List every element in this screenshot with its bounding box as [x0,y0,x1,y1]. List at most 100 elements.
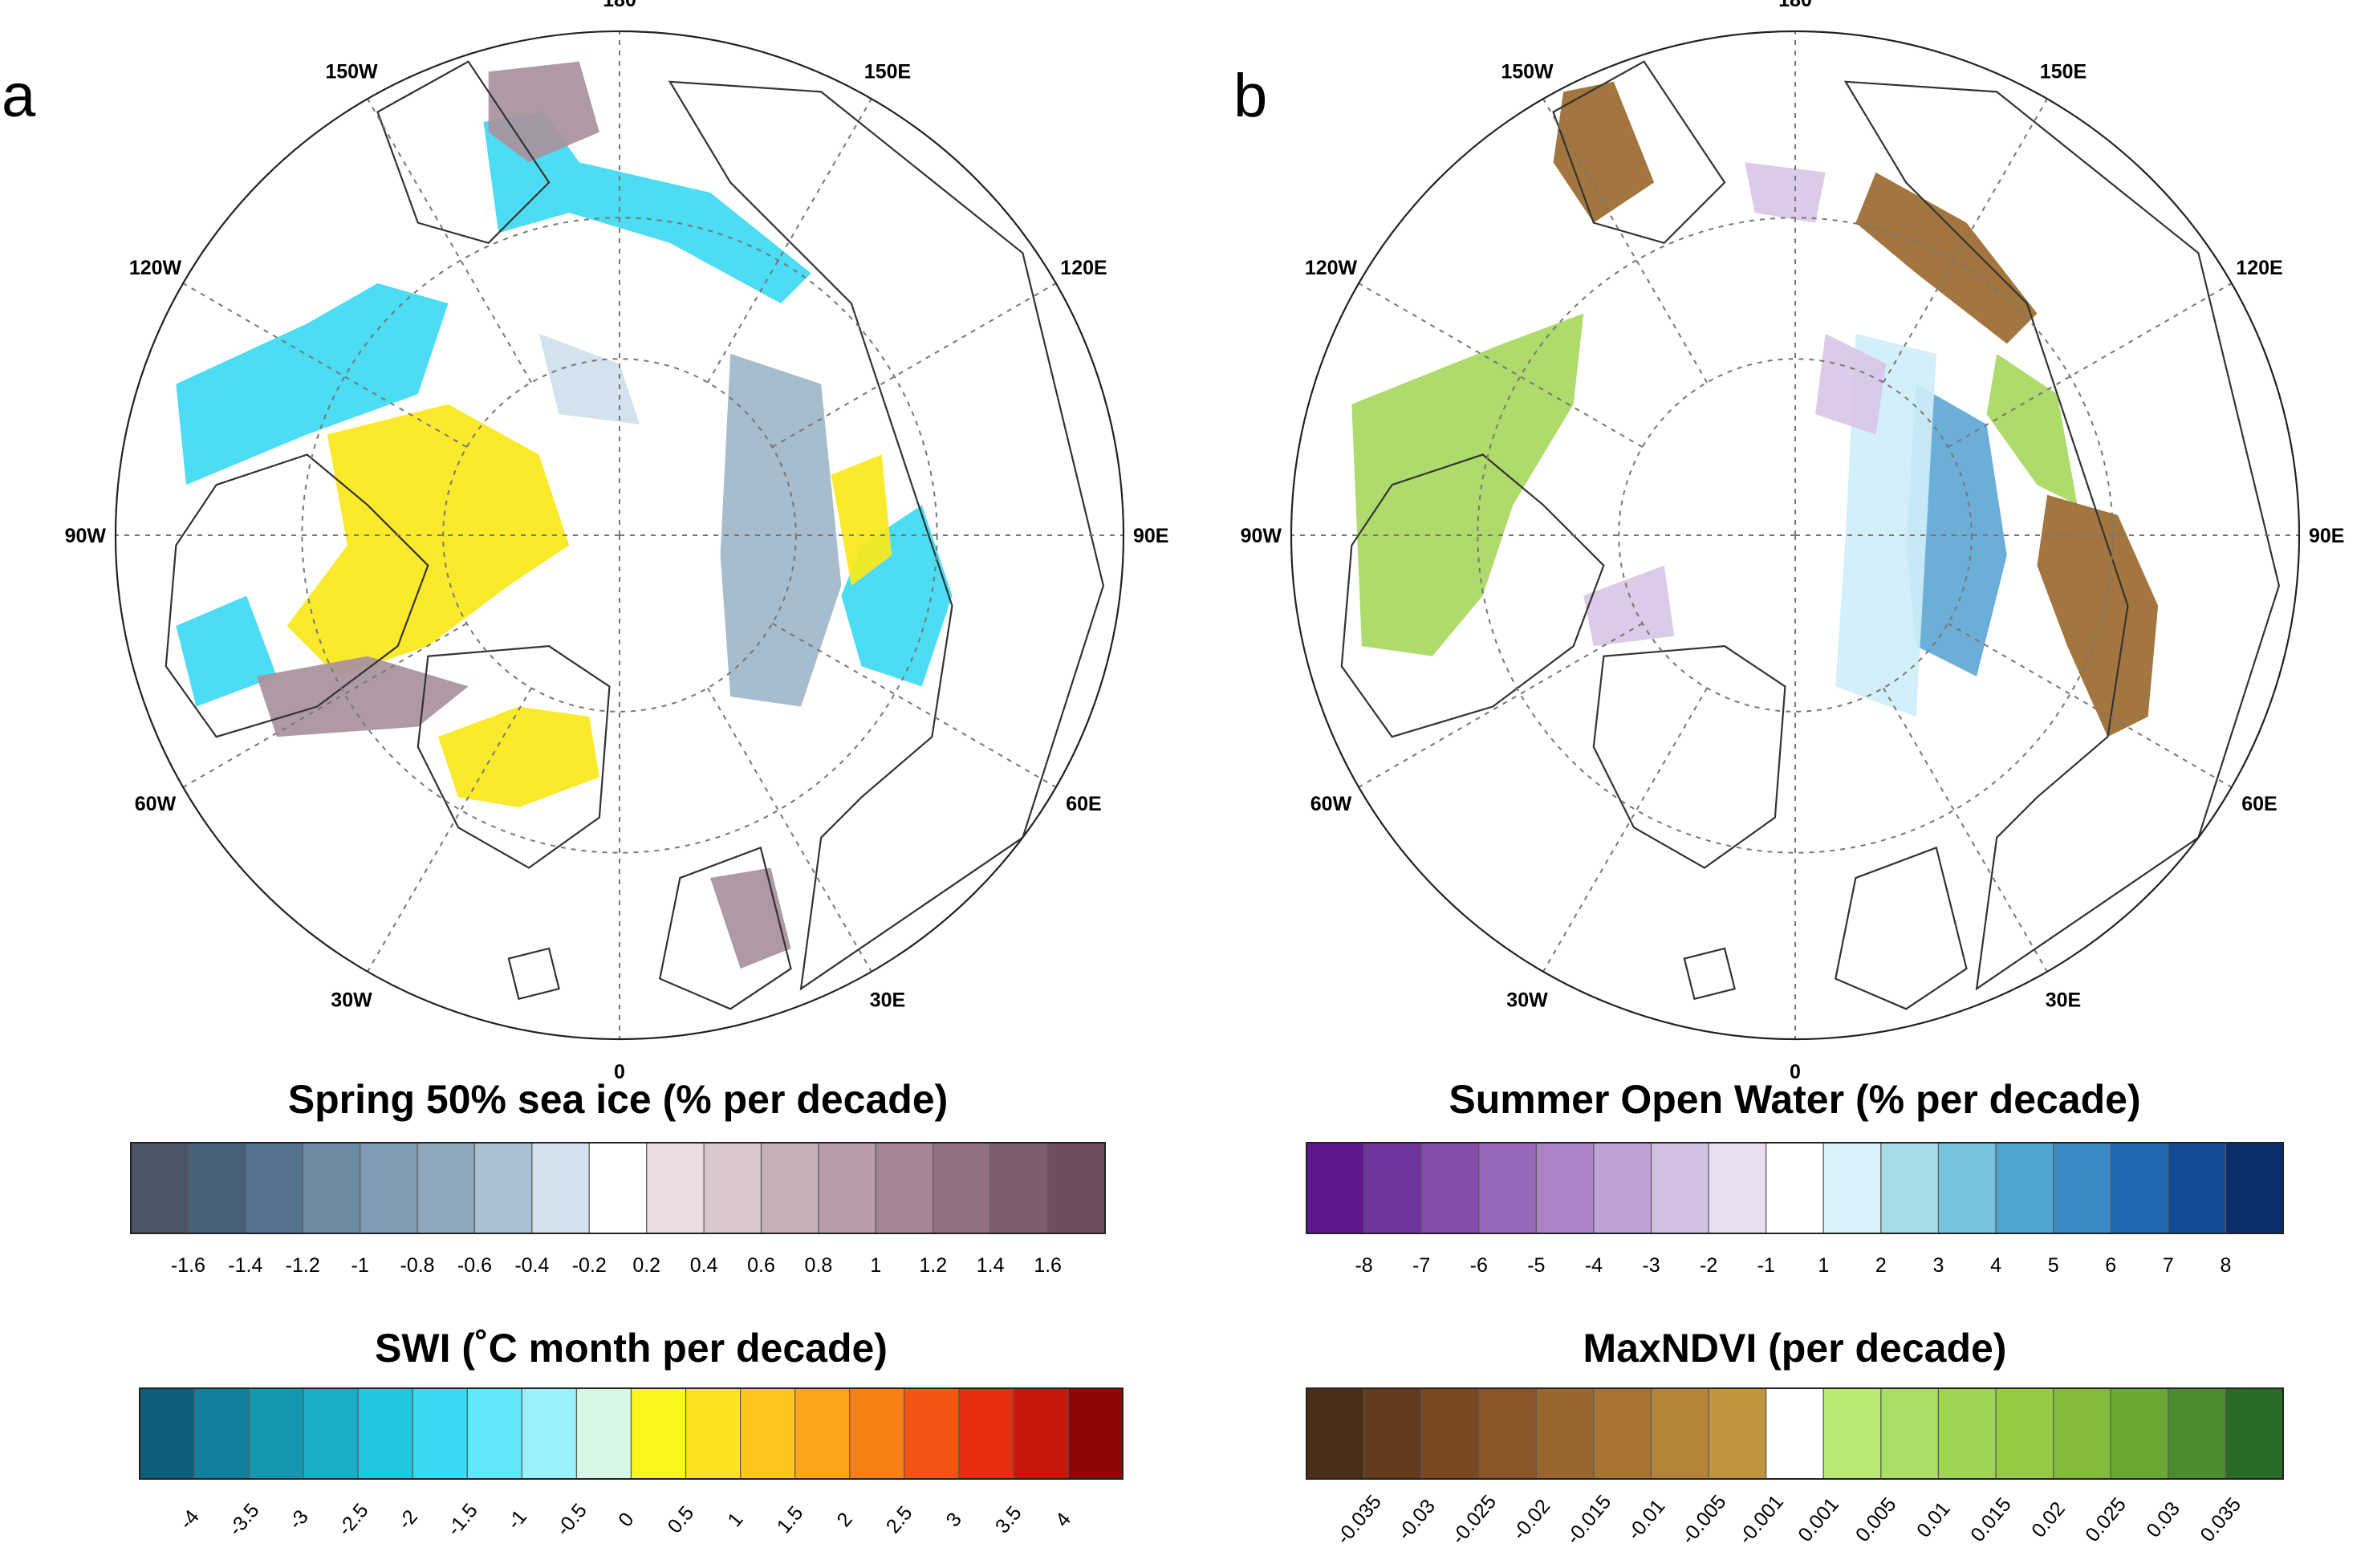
colorbar-swatch [2110,1387,2169,1480]
colorbar-tick-label: 0.02 [2027,1497,2070,1542]
meridian-120 [1947,623,2233,788]
colorbar-swatch [248,1387,304,1480]
colorbar-tick-label: 6 [2105,1254,2116,1277]
colorbar-swatch [933,1142,991,1234]
open-water-gain-kara [1906,384,2007,676]
colorbar-tick-label: -1 [502,1505,531,1533]
colorbar-swatch [1708,1387,1767,1480]
colorbar-tick-label: -0.01 [1623,1495,1669,1545]
colorbar-swatch [416,1142,476,1234]
colorbar-tick-label: 1.4 [977,1254,1005,1277]
colorbar-tick-label: -0.001 [1734,1491,1788,1549]
colorbar-swatch [1937,1142,1997,1234]
longitude-label: 30E [870,989,905,1012]
colorbar-tick-label: 0.001 [1794,1493,1843,1546]
map-content [165,60,1105,1010]
swi-warming-greenland [437,706,599,808]
map-border [1290,30,2301,1041]
colorbar-tick-label: -1.5 [443,1499,482,1540]
colorbar-tick-label: 1.2 [919,1254,947,1277]
colorbar-swatch [989,1142,1049,1234]
colorbar-tick-label: 0.035 [2196,1493,2245,1546]
longitude-label: 90E [2309,525,2344,547]
colorbar-title: Spring 50% sea ice (% per decade) [288,1077,949,1122]
ndvi-browning-siberia [2037,494,2159,737]
colorbar-tick-label: -5 [1527,1254,1545,1277]
colorbar-tick-label: 3 [1933,1254,1944,1277]
colorbar-swatch [958,1387,1014,1480]
colorbar-tick-label: 3.5 [991,1502,1026,1538]
sea-ice-loss-bering [488,61,599,163]
colorbar-tick-label: 2 [832,1509,856,1532]
colorbar-swatch [1650,1387,1709,1480]
meridian-330 [1542,98,1708,384]
meridian-60 [1947,282,2233,448]
ndvi-browning-alaska [1553,81,1655,223]
colorbar-tick-label: 0.6 [747,1254,775,1277]
colorbar-a-1: Spring 50% sea ice (% per decade) -1.6 -1.… [130,1077,1106,1277]
longitude-label: 150E [2040,60,2087,83]
colorbar-tick-label: -0.2 [572,1254,607,1277]
colorbar-tick-label: 4 [1990,1254,2001,1277]
longitude-label: 30E [2046,989,2081,1012]
longitude-label: 60W [1310,793,1352,815]
colorbar-swatch [1420,1387,1480,1480]
colorbar-tick-label: 3 [942,1509,966,1532]
meridian-210 [1542,687,1708,973]
colorbar-swatch [1880,1387,1940,1480]
colorbar-swatch [302,1142,361,1234]
coastline-iceland [507,947,560,1001]
colorbar-swatch [1995,1142,2054,1234]
longitude-label: 120W [1305,257,1358,279]
ndvi-browning-chukotka [1855,172,2038,344]
colorbar-swatch [1478,1387,1537,1480]
colorbar-swatch [139,1387,195,1480]
colorbar-swatch [130,1142,189,1234]
meridian-330 [367,98,532,384]
longitude-label: 30W [1506,989,1548,1012]
longitude-label: 90E [1133,525,1168,547]
colorbar-swatch [818,1142,876,1234]
colorbar-tick-label: -7 [1412,1254,1430,1277]
colorbar-frame [130,1142,1106,1234]
colorbar-tick-label: -0.02 [1508,1495,1554,1545]
ndvi-greening-siberia [1986,353,2078,506]
colorbar-swatch [630,1387,687,1480]
colorbar-swatch [849,1387,905,1480]
colorbar-tick-label: 0.4 [690,1254,718,1277]
longitude-label: 60E [2241,793,2277,815]
colorbar-title: Summer Open Water (% per decade) [1449,1077,2140,1122]
colorbar-tick-label: 8 [2220,1254,2231,1277]
colorbar-tick-label: -3 [1642,1254,1660,1277]
colorbar-swatch [1478,1142,1537,1234]
colorbar-tick-label: -1.2 [286,1254,320,1277]
colorbar-swatch [703,1142,762,1234]
colorbar-tick-label: 1.5 [773,1502,808,1538]
colorbar-b-2: MaxNDVI (per decade)-0.035 -0.03 -0.025 -0.… [1306,1326,2284,1549]
colorbar-swatch [2168,1142,2227,1234]
colorbar-tick-label: 0.025 [2081,1493,2131,1546]
sea-ice-loss-baffin [256,656,469,737]
colorbar-tick-label: -1 [351,1254,369,1277]
meridian-150 [707,687,872,973]
colorbar-tick-label: 0.01 [1912,1497,1955,1542]
colorbar-tick-label: -0.8 [400,1254,435,1277]
meridian-300 [1358,282,1644,448]
colorbar-tick-label: -0.005 [1676,1491,1730,1549]
colorbar-tick-label: -0.5 [552,1499,591,1540]
colorbar-swatch [1306,1387,1365,1480]
colorbar-tick-label: -0.015 [1562,1491,1615,1549]
colorbar-frame [1306,1387,2284,1480]
open-water-loss-baffin [1583,565,1675,647]
coastline-iceland [1683,947,1736,1001]
latitude-circle-1 [442,358,797,713]
panel-letter: b [1233,62,1267,130]
colorbar-tick-label: 0.015 [1966,1493,2016,1546]
colorbar-swatch [531,1142,590,1234]
colorbar-tick-label: 0.8 [805,1254,833,1277]
swi-warming-siberia [831,454,892,586]
colorbar-swatch [685,1387,742,1480]
colorbar-tick-label: -1 [1757,1254,1775,1277]
coastline-alaska [376,60,551,244]
colorbar-tick-label: 5 [2048,1254,2059,1277]
